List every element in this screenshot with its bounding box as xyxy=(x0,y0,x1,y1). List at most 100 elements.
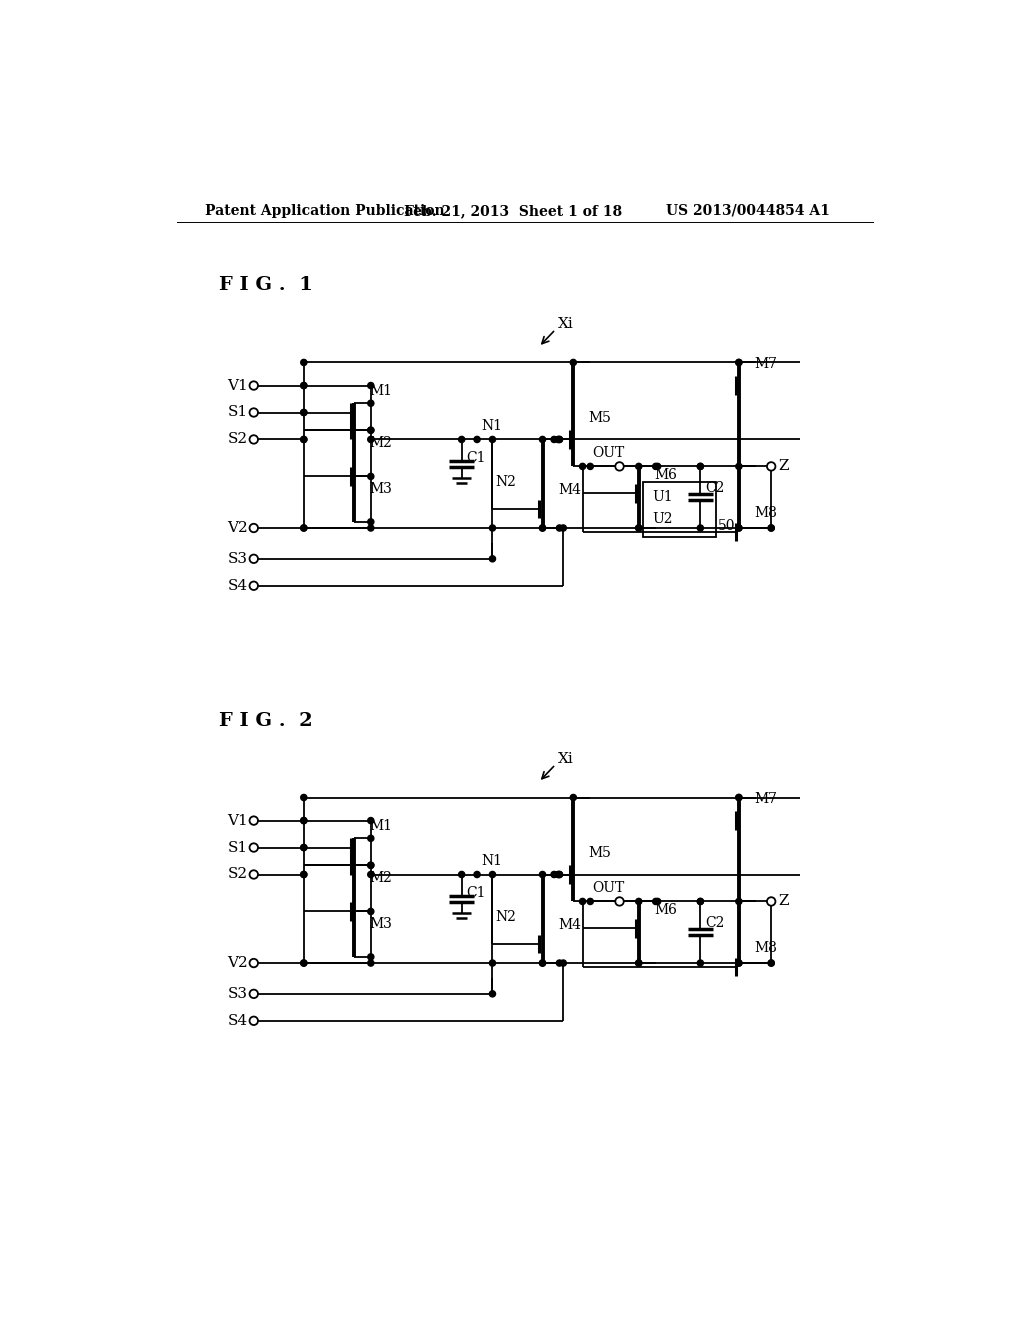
Circle shape xyxy=(250,582,258,590)
Circle shape xyxy=(636,960,642,966)
Circle shape xyxy=(250,816,258,825)
Text: F I G .  2: F I G . 2 xyxy=(219,711,312,730)
Circle shape xyxy=(301,817,307,824)
Circle shape xyxy=(556,871,562,878)
Circle shape xyxy=(736,960,742,966)
Circle shape xyxy=(697,525,703,531)
Circle shape xyxy=(767,898,775,906)
Circle shape xyxy=(615,898,624,906)
Circle shape xyxy=(489,437,496,442)
Circle shape xyxy=(652,463,658,470)
Circle shape xyxy=(489,556,496,562)
Circle shape xyxy=(301,437,307,442)
Circle shape xyxy=(736,525,742,531)
Circle shape xyxy=(368,428,374,433)
Text: M3: M3 xyxy=(370,917,392,931)
Circle shape xyxy=(368,428,374,433)
Text: M7: M7 xyxy=(755,356,777,371)
Circle shape xyxy=(301,525,307,531)
Circle shape xyxy=(250,436,258,444)
Circle shape xyxy=(560,525,566,531)
Text: OUT: OUT xyxy=(592,446,624,461)
Circle shape xyxy=(540,525,546,531)
Circle shape xyxy=(587,463,593,470)
Circle shape xyxy=(250,524,258,532)
Circle shape xyxy=(636,525,642,531)
Text: V1: V1 xyxy=(227,379,248,392)
Circle shape xyxy=(570,359,577,366)
Circle shape xyxy=(250,870,258,879)
Circle shape xyxy=(697,463,703,470)
Text: M6: M6 xyxy=(654,467,677,482)
Circle shape xyxy=(301,845,307,850)
Text: C1: C1 xyxy=(466,886,485,900)
Circle shape xyxy=(587,899,593,904)
Text: 50: 50 xyxy=(718,520,735,533)
Circle shape xyxy=(540,960,546,966)
Text: C1: C1 xyxy=(466,451,485,465)
Circle shape xyxy=(736,525,742,531)
Text: S2: S2 xyxy=(227,867,248,882)
Circle shape xyxy=(301,795,307,800)
Text: M4: M4 xyxy=(558,483,581,498)
Circle shape xyxy=(250,1016,258,1026)
Text: U2: U2 xyxy=(652,512,673,525)
Circle shape xyxy=(368,871,374,878)
Circle shape xyxy=(489,960,496,966)
Circle shape xyxy=(555,871,561,878)
Text: Feb. 21, 2013  Sheet 1 of 18: Feb. 21, 2013 Sheet 1 of 18 xyxy=(403,203,622,218)
Text: S3: S3 xyxy=(227,987,248,1001)
Circle shape xyxy=(736,795,742,800)
Circle shape xyxy=(570,795,577,800)
Text: N2: N2 xyxy=(496,909,516,924)
Text: OUT: OUT xyxy=(592,882,624,895)
Text: N1: N1 xyxy=(481,418,502,433)
Text: V2: V2 xyxy=(227,521,248,535)
Circle shape xyxy=(654,899,660,904)
Circle shape xyxy=(250,990,258,998)
Bar xyxy=(643,482,716,537)
Circle shape xyxy=(556,437,562,442)
Circle shape xyxy=(301,409,307,416)
Text: Z: Z xyxy=(778,895,790,908)
Circle shape xyxy=(636,960,642,966)
Text: M1: M1 xyxy=(370,384,392,397)
Text: M7: M7 xyxy=(755,792,777,807)
Circle shape xyxy=(301,437,307,442)
Circle shape xyxy=(736,960,742,966)
Circle shape xyxy=(580,899,586,904)
Circle shape xyxy=(301,845,307,850)
Text: Xi: Xi xyxy=(558,752,573,766)
Circle shape xyxy=(301,871,307,878)
Text: U1: U1 xyxy=(652,490,673,504)
Text: M8: M8 xyxy=(755,941,777,956)
Text: S2: S2 xyxy=(227,433,248,446)
Circle shape xyxy=(368,383,374,388)
Circle shape xyxy=(556,525,562,531)
Circle shape xyxy=(768,525,774,531)
Circle shape xyxy=(636,525,642,531)
Circle shape xyxy=(368,836,374,841)
Circle shape xyxy=(551,871,557,878)
Text: S4: S4 xyxy=(227,1014,248,1028)
Circle shape xyxy=(368,400,374,407)
Circle shape xyxy=(301,359,307,366)
Circle shape xyxy=(250,958,258,968)
Text: M5: M5 xyxy=(589,846,611,859)
Circle shape xyxy=(768,960,774,966)
Text: M8: M8 xyxy=(755,507,777,520)
Circle shape xyxy=(615,462,624,471)
Circle shape xyxy=(301,525,307,531)
Circle shape xyxy=(301,960,307,966)
Circle shape xyxy=(580,463,586,470)
Circle shape xyxy=(250,843,258,851)
Circle shape xyxy=(556,960,562,966)
Text: M6: M6 xyxy=(654,903,677,917)
Circle shape xyxy=(250,408,258,417)
Circle shape xyxy=(540,960,546,966)
Circle shape xyxy=(697,463,703,470)
Text: V2: V2 xyxy=(227,956,248,970)
Text: Patent Application Publication: Patent Application Publication xyxy=(205,203,444,218)
Circle shape xyxy=(368,437,374,442)
Circle shape xyxy=(768,525,774,531)
